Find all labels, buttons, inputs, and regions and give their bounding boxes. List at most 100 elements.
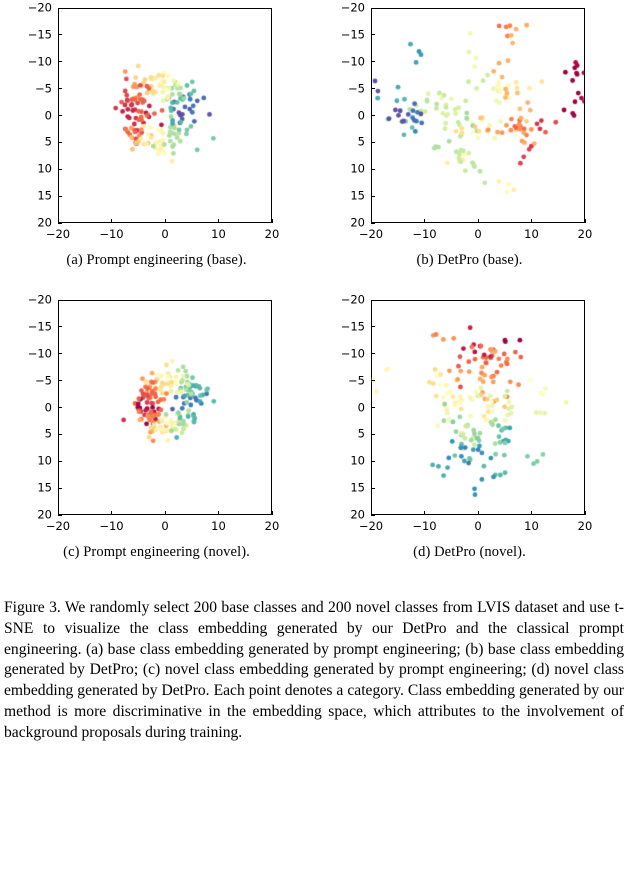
y-tick-label: 15 [350, 188, 365, 203]
y-tick-mark [371, 195, 375, 197]
y-tick-label: 15 [350, 480, 365, 495]
y-tick-mark [58, 326, 62, 328]
y-tick-label: −20 [27, 292, 52, 307]
x-tick-label: −10 [99, 519, 124, 533]
y-tick-label: 20 [350, 215, 365, 230]
y-tick-mark [58, 141, 62, 143]
y-tick-label: 5 [44, 134, 52, 149]
y-tick-mark [58, 7, 62, 9]
y-tick-label: −10 [27, 54, 52, 68]
y-tick-mark [371, 487, 375, 489]
panel-d-subcaption: (d) DetPro (novel). [413, 544, 526, 560]
x-tick-mark [424, 511, 426, 515]
x-tick-mark [218, 511, 220, 515]
y-tick-mark [371, 7, 375, 9]
x-tick-label: 20 [577, 519, 593, 533]
y-tick-label: −15 [27, 319, 52, 334]
panel-c-scatter [58, 300, 272, 515]
y-tick-mark [371, 222, 375, 224]
x-tick-label: 10 [524, 227, 539, 241]
y-tick-mark [371, 326, 375, 328]
y-tick-mark [371, 514, 375, 516]
panel-d: 20 15 10 5 0 −5 −10 −15 −20 −20 −10 0 10 20 (d) DetPr… [313, 292, 626, 587]
y-tick-mark [58, 88, 62, 90]
y-tick-mark [371, 168, 375, 170]
y-tick-mark [58, 299, 62, 301]
figure-3: 20 15 10 5 0 −5 −10 −15 −20 −20 −10 0 10 20 (a) Promp… [0, 0, 626, 587]
x-tick-mark [271, 511, 273, 515]
panel-c-subcaption: (c) Prompt engineering (novel). [63, 544, 250, 560]
panel-c-axes: 20 15 10 5 0 −5 −10 −15 −20 −20 −10 0 10 20 [28, 294, 280, 532]
x-tick-label: 10 [211, 519, 226, 533]
y-tick-label: 20 [37, 215, 52, 230]
x-tick-label: 20 [264, 519, 280, 533]
x-tick-label: −10 [412, 519, 437, 533]
x-tick-mark [370, 511, 372, 515]
x-tick-mark [111, 511, 113, 515]
y-tick-mark [58, 460, 62, 462]
x-tick-mark [477, 219, 479, 223]
x-tick-mark [477, 511, 479, 515]
y-tick-mark [371, 115, 375, 117]
y-tick-label: 10 [37, 161, 52, 176]
y-tick-mark [58, 487, 62, 489]
x-tick-label: 20 [264, 227, 280, 241]
x-tick-mark [218, 219, 220, 223]
x-tick-label: −20 [45, 227, 71, 241]
panel-a-subcaption: (a) Prompt engineering (base). [66, 252, 247, 268]
y-tick-mark [58, 433, 62, 435]
y-tick-mark [371, 88, 375, 90]
x-tick-label: 10 [211, 227, 226, 241]
y-tick-label: −20 [340, 0, 365, 15]
y-tick-label: 0 [44, 107, 52, 122]
x-tick-label: −10 [99, 227, 124, 241]
x-tick-mark [111, 219, 113, 223]
y-tick-mark [58, 380, 62, 382]
y-tick-label: −5 [348, 372, 365, 387]
y-tick-mark [371, 460, 375, 462]
x-tick-label: 0 [161, 519, 169, 533]
x-tick-label: 0 [474, 519, 482, 533]
y-tick-mark [58, 34, 62, 36]
y-tick-mark [371, 407, 375, 409]
x-tick-label: −20 [45, 519, 71, 533]
y-tick-label: 5 [357, 426, 365, 441]
y-tick-label: −10 [27, 346, 52, 360]
panel-a-axes: 20 15 10 5 0 −5 −10 −15 −20 −20 −10 0 10 20 [28, 2, 280, 240]
y-tick-label: 5 [357, 134, 365, 149]
y-tick-mark [371, 34, 375, 36]
y-tick-mark [371, 380, 375, 382]
x-tick-mark [584, 511, 586, 515]
figure-caption: Figure 3. We randomly select 200 base cl… [4, 599, 624, 741]
x-tick-mark [164, 219, 166, 223]
panel-a-scatter [58, 8, 272, 223]
x-tick-label: −10 [412, 227, 437, 241]
x-tick-label: 10 [524, 519, 539, 533]
y-tick-label: 20 [37, 507, 52, 522]
panel-c: 20 15 10 5 0 −5 −10 −15 −20 −20 −10 0 10 20 (c) Promp… [0, 292, 313, 587]
y-tick-mark [58, 222, 62, 224]
y-tick-label: −15 [340, 319, 365, 334]
panel-b-axes: 20 15 10 5 0 −5 −10 −15 −20 −20 −10 0 10 20 [341, 2, 593, 240]
y-tick-label: 0 [44, 399, 52, 414]
y-tick-mark [58, 61, 62, 63]
y-tick-mark [371, 141, 375, 143]
panel-b-scatter [371, 8, 585, 223]
y-tick-mark [58, 168, 62, 170]
y-tick-mark [58, 353, 62, 355]
x-tick-label: −20 [358, 227, 384, 241]
y-tick-label: −15 [340, 27, 365, 42]
x-tick-mark [164, 511, 166, 515]
y-tick-label: −5 [348, 80, 365, 95]
y-tick-label: 20 [350, 507, 365, 522]
y-tick-mark [371, 353, 375, 355]
panel-a: 20 15 10 5 0 −5 −10 −15 −20 −20 −10 0 10 20 (a) Promp… [0, 0, 313, 295]
y-tick-label: −10 [340, 54, 365, 68]
panel-d-axes: 20 15 10 5 0 −5 −10 −15 −20 −20 −10 0 10 20 [341, 294, 593, 532]
x-tick-mark [271, 219, 273, 223]
y-tick-label: −5 [35, 80, 52, 95]
x-tick-label: 20 [577, 227, 593, 241]
y-tick-label: 10 [350, 453, 365, 468]
panel-b: 20 15 10 5 0 −5 −10 −15 −20 −20 −10 0 10 20 (b) DetPr… [313, 0, 626, 295]
y-tick-label: 15 [37, 480, 52, 495]
